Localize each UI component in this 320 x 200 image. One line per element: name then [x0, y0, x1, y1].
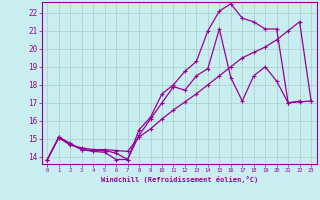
X-axis label: Windchill (Refroidissement éolien,°C): Windchill (Refroidissement éolien,°C) — [100, 176, 258, 183]
